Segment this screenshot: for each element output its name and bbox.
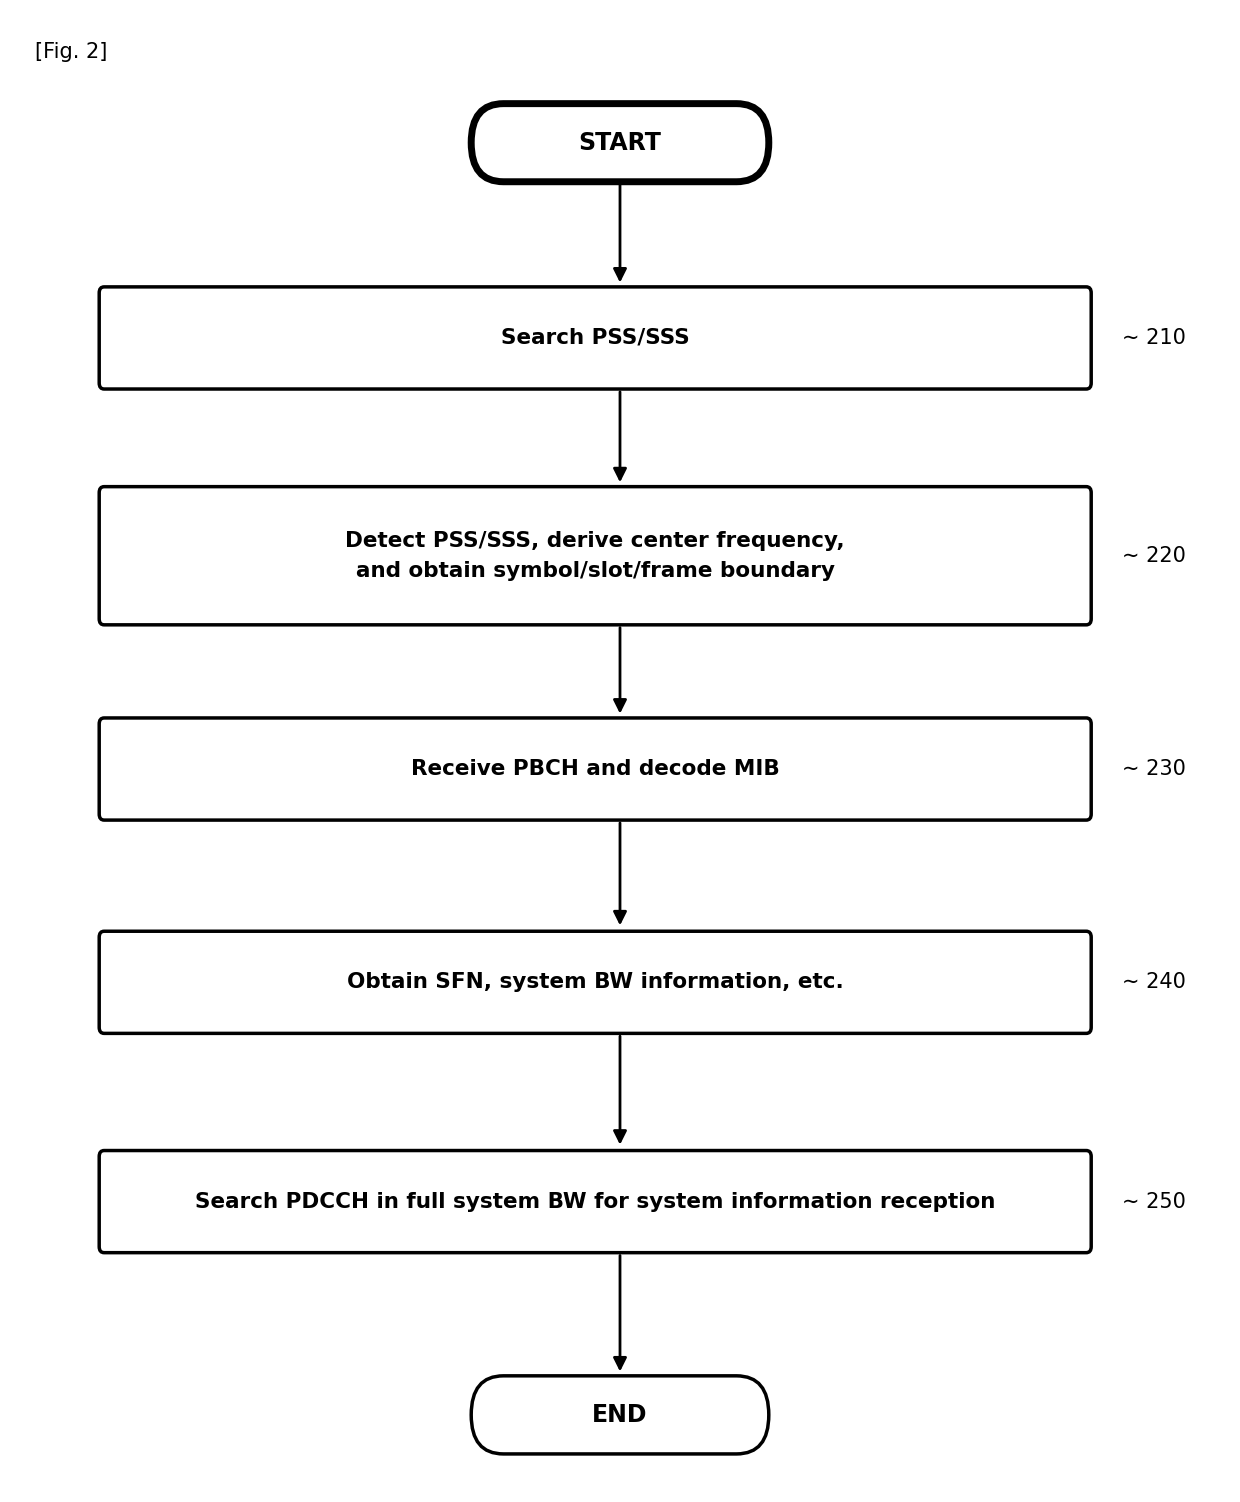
Text: Detect PSS/SSS, derive center frequency,
and obtain symbol/slot/frame boundary: Detect PSS/SSS, derive center frequency,… [346, 530, 844, 581]
Text: [Fig. 2]: [Fig. 2] [35, 42, 107, 62]
FancyBboxPatch shape [471, 104, 769, 182]
FancyBboxPatch shape [99, 287, 1091, 389]
FancyBboxPatch shape [99, 1151, 1091, 1253]
Text: Search PSS/SSS: Search PSS/SSS [501, 327, 689, 348]
Text: ∼ 250: ∼ 250 [1122, 1191, 1187, 1212]
Text: START: START [579, 131, 661, 155]
FancyBboxPatch shape [471, 1376, 769, 1454]
Text: ∼ 210: ∼ 210 [1122, 327, 1187, 348]
Text: Search PDCCH in full system BW for system information reception: Search PDCCH in full system BW for syste… [195, 1191, 996, 1212]
FancyBboxPatch shape [99, 931, 1091, 1033]
Text: END: END [593, 1403, 647, 1427]
FancyBboxPatch shape [99, 487, 1091, 625]
FancyBboxPatch shape [99, 718, 1091, 820]
Text: ∼ 230: ∼ 230 [1122, 759, 1187, 780]
Text: Obtain SFN, system BW information, etc.: Obtain SFN, system BW information, etc. [347, 972, 843, 993]
Text: ∼ 240: ∼ 240 [1122, 972, 1187, 993]
Text: Receive PBCH and decode MIB: Receive PBCH and decode MIB [410, 759, 780, 780]
Text: ∼ 220: ∼ 220 [1122, 545, 1187, 566]
